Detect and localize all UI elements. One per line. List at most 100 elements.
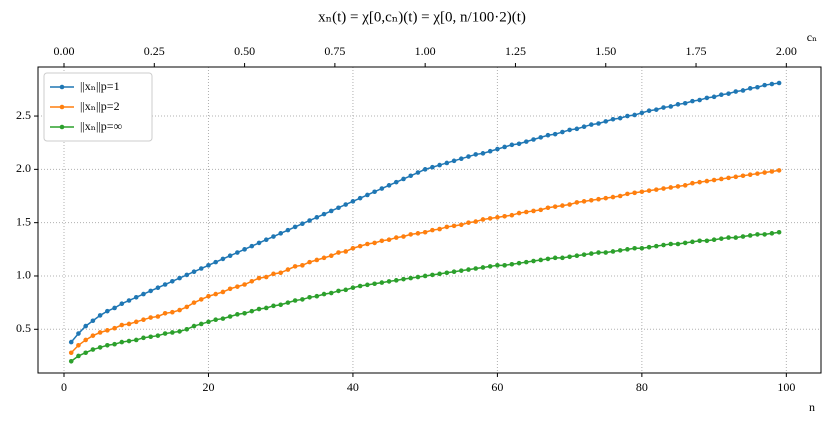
- point: [386, 237, 392, 243]
- point: [90, 333, 96, 338]
- point: [769, 169, 775, 174]
- point: [307, 259, 312, 265]
- point: [235, 284, 240, 289]
- point: [574, 200, 580, 205]
- point: [278, 270, 284, 276]
- point: [393, 278, 399, 283]
- point: [198, 321, 204, 327]
- point: [632, 112, 637, 118]
- point: [336, 288, 341, 294]
- point: [733, 235, 739, 240]
- point: [206, 263, 211, 268]
- point: [466, 220, 471, 225]
- point: [112, 305, 117, 311]
- point: [711, 94, 717, 100]
- x2-tick-label: 0.00: [54, 44, 75, 58]
- point: [581, 124, 587, 130]
- point: [487, 264, 493, 269]
- point: [661, 186, 666, 191]
- point: [83, 323, 88, 329]
- x-tick-label: 80: [636, 380, 648, 394]
- point: [755, 171, 760, 176]
- point: [646, 188, 652, 193]
- x-tick-label: 0: [61, 380, 67, 394]
- point: [393, 179, 399, 185]
- point: [762, 232, 767, 237]
- point: [719, 176, 724, 182]
- point: [661, 105, 666, 110]
- point: [422, 273, 428, 279]
- legend-label: ||xₙ||p=2: [80, 99, 120, 113]
- point: [610, 249, 616, 254]
- point: [690, 239, 695, 245]
- point: [776, 168, 782, 173]
- point: [249, 308, 255, 314]
- point: [242, 247, 247, 252]
- point: [191, 323, 197, 329]
- point: [357, 243, 363, 249]
- point: [379, 238, 385, 244]
- point: [170, 330, 175, 335]
- point: [155, 333, 161, 338]
- point: [711, 237, 717, 243]
- point: [589, 122, 594, 127]
- point: [740, 234, 746, 239]
- point: [76, 342, 81, 348]
- point: [213, 259, 218, 265]
- point: [531, 258, 536, 264]
- point: [314, 293, 320, 299]
- point: [495, 146, 500, 152]
- point: [603, 250, 609, 255]
- y-tick-label: 2.5: [16, 108, 31, 122]
- point: [213, 317, 218, 322]
- point: [155, 285, 161, 291]
- point: [105, 308, 110, 314]
- point: [430, 272, 435, 278]
- point: [560, 203, 565, 208]
- point: [545, 205, 551, 211]
- point: [256, 240, 262, 246]
- point: [227, 314, 233, 319]
- point: [177, 307, 182, 313]
- point: [646, 108, 652, 114]
- point: [451, 158, 457, 164]
- point: [574, 126, 580, 132]
- x-tick-label: 100: [777, 380, 795, 394]
- point: [90, 318, 96, 324]
- point: [596, 121, 601, 126]
- point: [191, 269, 197, 275]
- point: [278, 231, 284, 236]
- point: [603, 119, 609, 124]
- legend-marker: [59, 124, 65, 130]
- point: [271, 271, 276, 277]
- point: [97, 330, 103, 335]
- point: [523, 209, 529, 215]
- point: [422, 167, 428, 172]
- legend-box: [43, 72, 153, 142]
- point: [365, 192, 370, 198]
- x2-axis-label: cₙ: [807, 30, 818, 44]
- point: [365, 241, 370, 247]
- point: [119, 322, 125, 328]
- point: [516, 141, 522, 147]
- point: [141, 317, 146, 322]
- point: [300, 263, 305, 268]
- point: [119, 339, 125, 345]
- point: [610, 194, 616, 200]
- point: [256, 306, 262, 312]
- point: [675, 184, 681, 189]
- point: [336, 250, 341, 255]
- point: [690, 180, 695, 186]
- point: [776, 80, 782, 86]
- point: [141, 291, 146, 297]
- x-axis-label: n: [809, 400, 815, 414]
- point: [133, 294, 139, 300]
- series-line: [70, 169, 780, 354]
- point: [220, 289, 226, 295]
- point: [552, 255, 558, 261]
- point: [148, 315, 153, 320]
- point: [350, 285, 356, 291]
- point: [415, 170, 421, 175]
- point: [719, 236, 724, 241]
- point: [704, 178, 710, 184]
